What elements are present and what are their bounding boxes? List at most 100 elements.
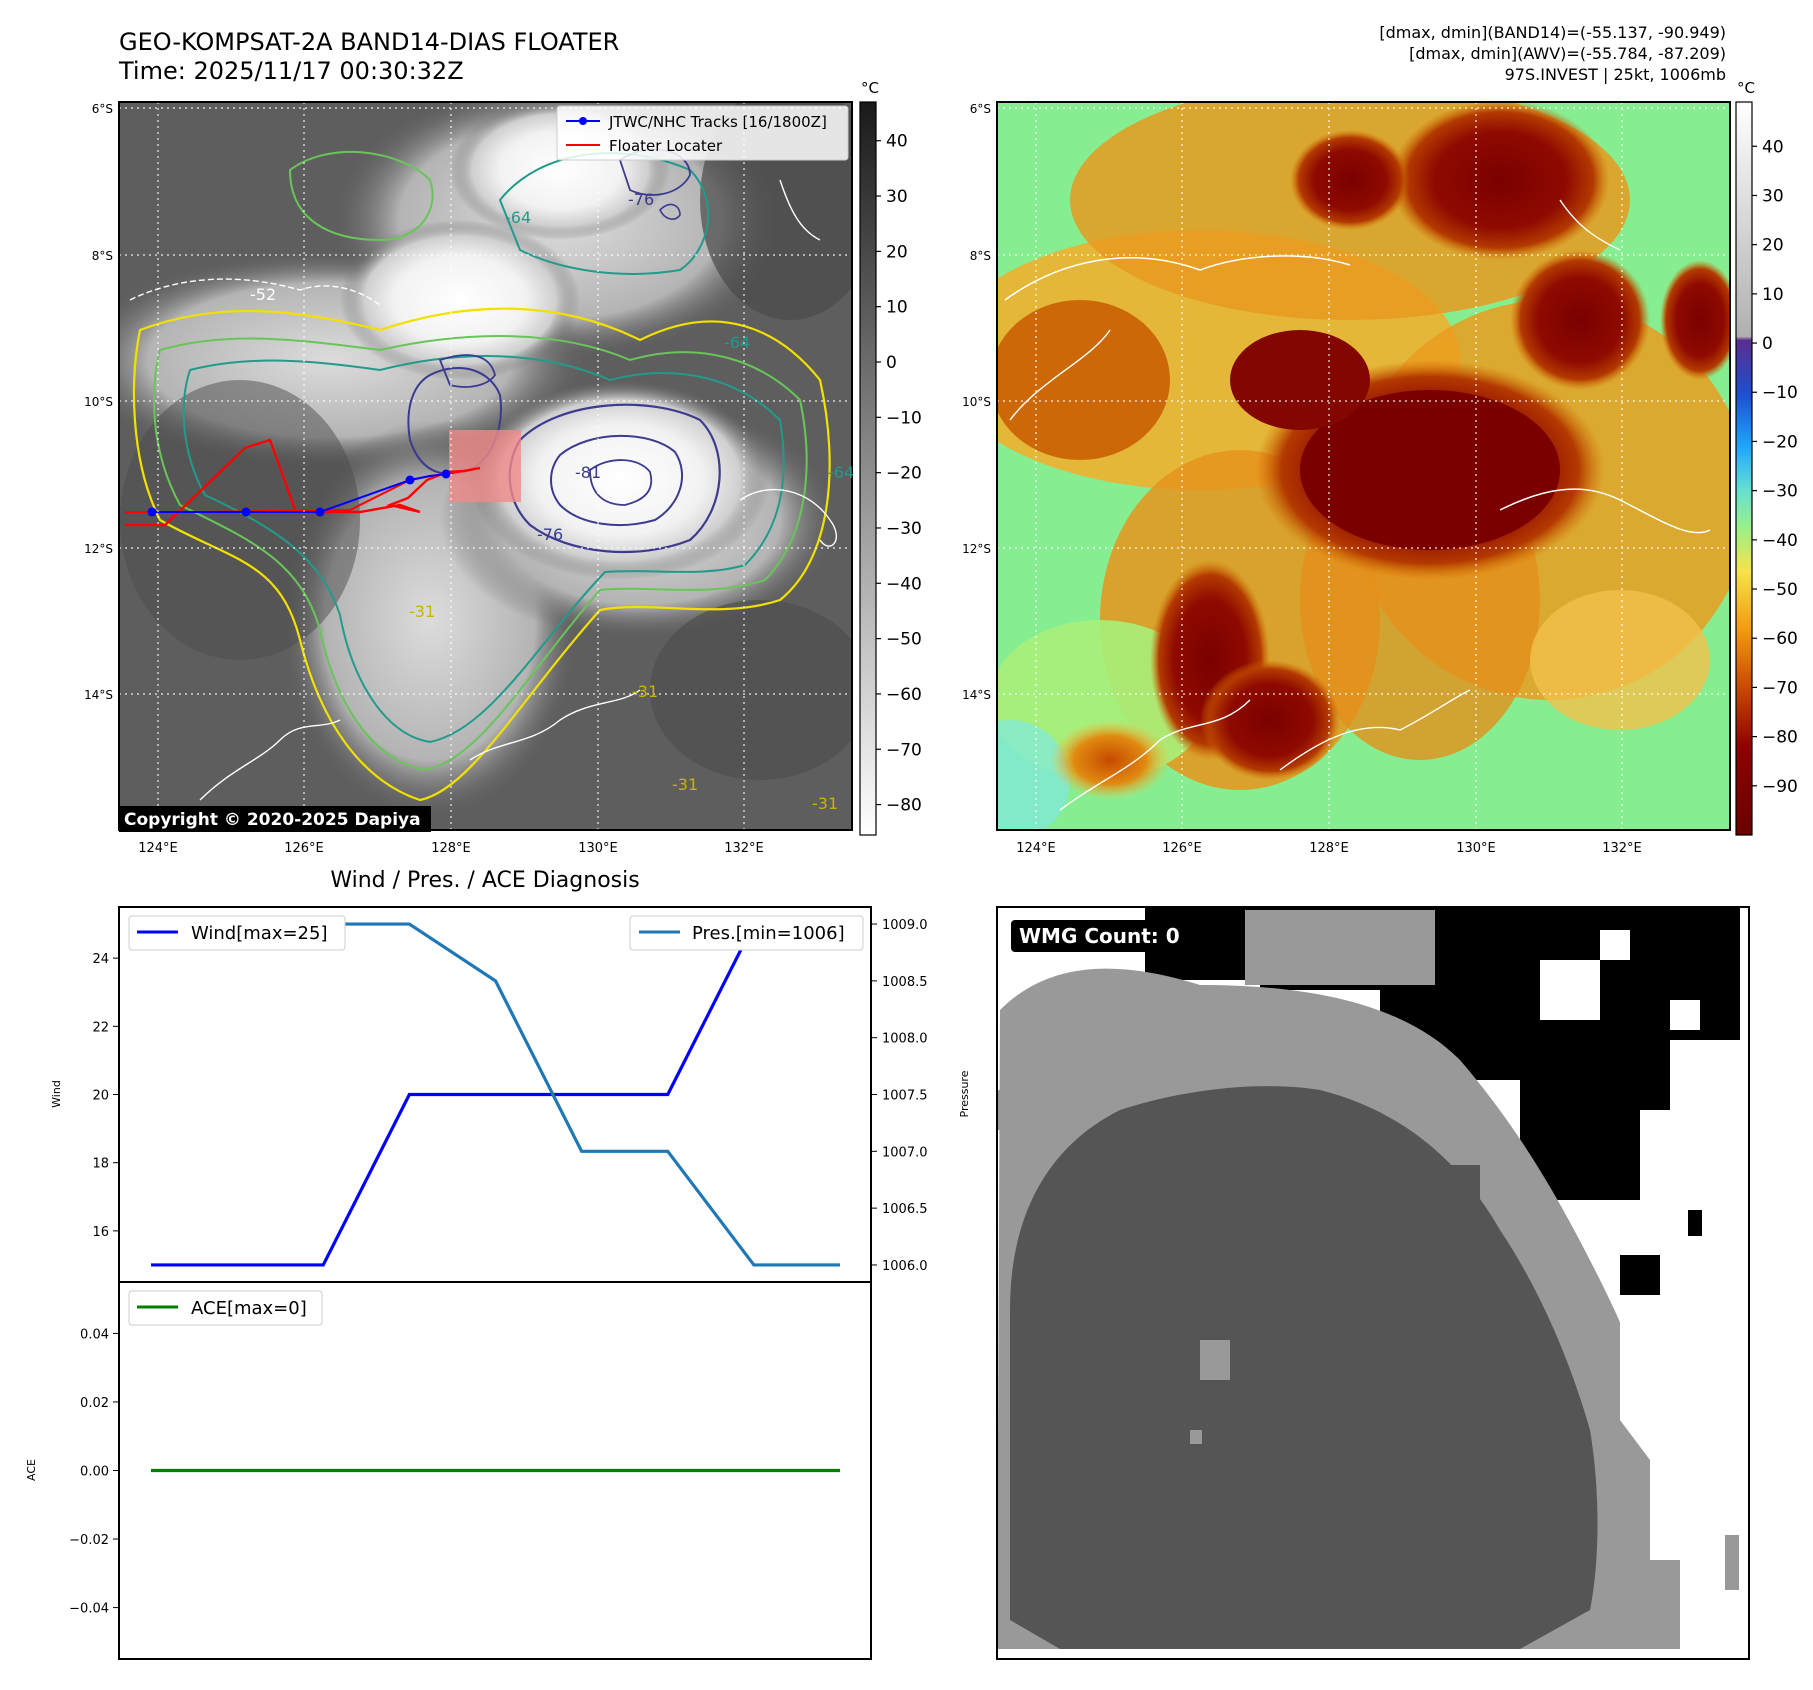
awv-color-map (997, 102, 1730, 830)
info-line-3: 97S.INVEST | 25kt, 1006mb (1505, 65, 1726, 84)
lat-label: 10°S (962, 395, 991, 409)
awv-colorbar: °C 40 30 20 10 0 −10 −20 −30 −40 −50 −60 −70 −80 −90 (1735, 79, 1798, 836)
colorbar-tick-label: −80 (886, 796, 922, 816)
colorbar-unit: °C (1737, 79, 1755, 97)
right-map-lon-labels: 124°E 126°E 128°E 130°E 132°E (1016, 841, 1642, 856)
colorbar-tick-label: −50 (1762, 580, 1798, 600)
colorbar-tick-label: 40 (886, 132, 908, 152)
colorbar-tick-label: −60 (1762, 629, 1798, 649)
colorbar-tick-label: −70 (1762, 678, 1798, 698)
colorbar-tick-label: −20 (886, 464, 922, 484)
contour-labels: -64 -76 -81 -76 -52 -64 -31 -31 -31 -31 … (250, 190, 854, 813)
ir-satellite-map (119, 102, 852, 830)
colorbar-tick-label: −30 (886, 519, 922, 539)
lat-label: 14°S (84, 688, 113, 702)
colorbar-tick-label: −70 (886, 740, 922, 760)
lat-label: 6°S (92, 102, 113, 116)
lat-label: 14°S (962, 688, 991, 702)
lon-label: 124°E (138, 841, 178, 856)
contour-label: -76 (628, 190, 654, 209)
lat-label: 6°S (970, 102, 991, 116)
contour-label: -52 (250, 285, 276, 304)
floater-legend-label: Floater Locater (609, 137, 723, 155)
wind-tick-label: 24 (92, 952, 109, 967)
copyright-text: Copyright © 2020-2025 Dapiya (124, 810, 421, 830)
pres-ylabel: Pressure (958, 1070, 971, 1117)
info-line-2: [dmax, dmin](AWV)=(-55.784, -87.209) (1409, 44, 1726, 63)
pres-legend: Pres.[min=1006] (629, 915, 864, 951)
wind-tick-label: 22 (92, 1020, 109, 1035)
wmg-count-label: WMG Count: 0 (1019, 924, 1180, 948)
contour-label: -31 (632, 682, 658, 701)
wind-tick-label: 16 (92, 1225, 109, 1240)
wmg-panel: WMG Count: 0 (996, 906, 1750, 1660)
wind-tick-label: 18 (92, 1157, 109, 1172)
pres-tick-label: 1008.0 (882, 1032, 928, 1047)
left-map-lat-labels: 6°S 8°S 10°S 12°S 14°S (84, 102, 113, 702)
colorbar-tick-label: 10 (1762, 285, 1784, 305)
colorbar-tick-label: −40 (886, 574, 922, 594)
left-map-lon-labels: 124°E 126°E 128°E 130°E 132°E (138, 841, 764, 856)
title-line-2: Time: 2025/11/17 00:30:32Z (118, 57, 464, 85)
ace-tick-label: −0.02 (69, 1533, 109, 1548)
contour-label: -31 (409, 602, 435, 621)
colorbar-tick-label: −50 (886, 630, 922, 650)
title-line-1: GEO-KOMPSAT-2A BAND14-DIAS FLOATER (119, 28, 619, 56)
colorbar-tick-label: 40 (1762, 137, 1784, 157)
pres-tick-label: 1007.5 (882, 1089, 928, 1104)
wind-legend-label: Wind[max=25] (191, 923, 328, 944)
lon-label: 126°E (1162, 841, 1202, 856)
lon-label: 132°E (724, 841, 764, 856)
track-legend: JTWC/NHC Tracks [16/1800Z] Floater Locat… (556, 105, 849, 161)
colorbar-tick-label: 30 (886, 187, 908, 207)
contour-label: -31 (672, 775, 698, 794)
lon-label: 132°E (1602, 841, 1642, 856)
lon-label: 128°E (431, 841, 471, 856)
colorbar-tick-label: 0 (886, 353, 897, 373)
info-line-1: [dmax, dmin](BAND14)=(-55.137, -90.949) (1379, 23, 1726, 42)
ace-ylabel: ACE (25, 1459, 38, 1481)
track-legend-label: JTWC/NHC Tracks [16/1800Z] (608, 113, 827, 131)
lon-label: 130°E (1456, 841, 1496, 856)
lon-label: 128°E (1309, 841, 1349, 856)
wind-legend: Wind[max=25] (128, 915, 346, 951)
wind-pressure-plot: 24 22 20 18 16 1009.0 1008.5 1008.0 1007.5 1007.… (50, 906, 971, 1283)
pres-tick-label: 1007.0 (882, 1145, 928, 1160)
colorbar-tick-label: 30 (1762, 186, 1784, 206)
ace-legend: ACE[max=0] (128, 1290, 323, 1326)
ace-tick-label: 0.00 (80, 1465, 109, 1480)
colorbar-tick-label: 10 (886, 298, 908, 318)
lat-label: 8°S (92, 249, 113, 263)
ace-tick-label: 0.04 (80, 1327, 109, 1342)
colorbar-tick-label: −60 (886, 685, 922, 705)
ace-tick-label: −0.04 (69, 1602, 109, 1617)
lon-label: 126°E (284, 841, 324, 856)
contour-label: -31 (812, 794, 838, 813)
colorbar-tick-label: −90 (1762, 777, 1798, 797)
ir-colorbar: °C 40 30 20 10 0 −10 −20 −30 −40 −50 −60 −70 −80 (859, 79, 922, 836)
pres-tick-label: 1006.0 (882, 1259, 928, 1274)
colorbar-tick-label: 20 (886, 242, 908, 262)
pres-tick-label: 1009.0 (882, 918, 928, 933)
wind-line (151, 922, 840, 1267)
colorbar-tick-label: −30 (1762, 482, 1798, 502)
ace-legend-label: ACE[max=0] (191, 1298, 307, 1319)
wind-ylabel: Wind (50, 1080, 63, 1108)
colorbar-tick-label: −10 (886, 408, 922, 428)
colorbar-tick-label: −80 (1762, 728, 1798, 748)
contour-label: -64 (505, 208, 531, 227)
pres-tick-label: 1008.5 (882, 975, 928, 990)
colorbar-unit: °C (861, 79, 879, 97)
contour-label: -64 (828, 463, 854, 482)
right-map-lat-labels: 6°S 8°S 10°S 12°S 14°S (962, 102, 991, 702)
contour-label: -76 (537, 525, 563, 544)
lat-label: 10°S (84, 395, 113, 409)
lat-label: 12°S (84, 542, 113, 556)
wmg-count-box (1011, 920, 1197, 952)
pres-tick-label: 1006.5 (882, 1202, 928, 1217)
copyright-box (119, 806, 431, 832)
colorbar-tick-label: −20 (1762, 432, 1798, 452)
lat-label: 8°S (970, 249, 991, 263)
colorbar-tick-label: −10 (1762, 383, 1798, 403)
